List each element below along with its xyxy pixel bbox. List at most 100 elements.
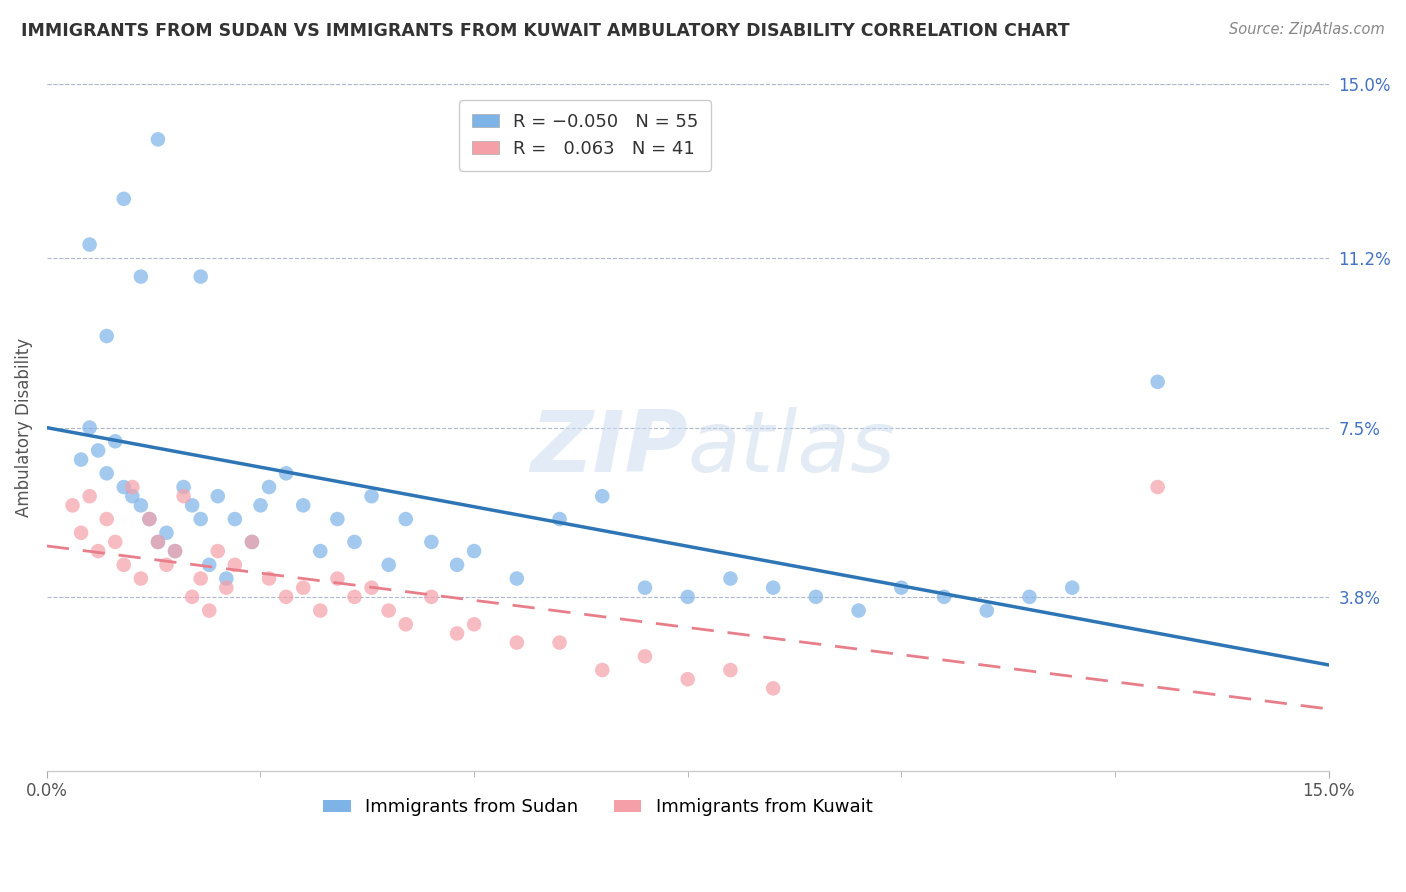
Point xyxy=(420,590,443,604)
Point xyxy=(463,544,485,558)
Point xyxy=(165,54,187,69)
Point xyxy=(181,590,204,604)
Point xyxy=(326,512,349,526)
Point xyxy=(112,558,135,572)
Point xyxy=(343,590,366,604)
Point xyxy=(720,663,742,677)
Point xyxy=(104,434,127,449)
Point xyxy=(215,572,238,586)
Point xyxy=(377,558,399,572)
Point xyxy=(146,132,169,146)
Point xyxy=(129,269,152,284)
Point xyxy=(181,499,204,513)
Point xyxy=(190,269,212,284)
Point xyxy=(548,635,571,649)
Text: IMMIGRANTS FROM SUDAN VS IMMIGRANTS FROM KUWAIT AMBULATORY DISABILITY CORRELATIO: IMMIGRANTS FROM SUDAN VS IMMIGRANTS FROM… xyxy=(21,22,1070,40)
Text: Source: ZipAtlas.com: Source: ZipAtlas.com xyxy=(1229,22,1385,37)
Point xyxy=(377,603,399,617)
Point xyxy=(1018,590,1040,604)
Point xyxy=(676,590,699,604)
Point xyxy=(146,535,169,549)
Point xyxy=(249,499,271,513)
Point xyxy=(96,467,118,481)
Point xyxy=(165,544,187,558)
Point xyxy=(198,558,221,572)
Point xyxy=(309,544,332,558)
Point xyxy=(70,525,93,540)
Point xyxy=(224,558,246,572)
Point xyxy=(360,489,382,503)
Point xyxy=(62,499,84,513)
Point xyxy=(634,649,657,664)
Point xyxy=(420,535,443,549)
Point xyxy=(198,603,221,617)
Point xyxy=(360,581,382,595)
Point xyxy=(762,681,785,696)
Point xyxy=(257,480,280,494)
Point xyxy=(224,512,246,526)
Point xyxy=(343,535,366,549)
Legend: Immigrants from Sudan, Immigrants from Kuwait: Immigrants from Sudan, Immigrants from K… xyxy=(316,791,880,823)
Point xyxy=(292,499,315,513)
Point xyxy=(446,626,468,640)
Point xyxy=(207,489,229,503)
Point xyxy=(932,590,955,604)
Point xyxy=(190,512,212,526)
Point xyxy=(112,480,135,494)
Point xyxy=(548,512,571,526)
Text: ZIP: ZIP xyxy=(530,407,688,490)
Point xyxy=(79,489,101,503)
Point xyxy=(96,329,118,343)
Point xyxy=(121,480,143,494)
Point xyxy=(79,420,101,434)
Point xyxy=(591,489,613,503)
Point xyxy=(762,581,785,595)
Point xyxy=(79,237,101,252)
Point xyxy=(173,489,195,503)
Point xyxy=(240,535,263,549)
Point xyxy=(129,572,152,586)
Point xyxy=(676,672,699,686)
Point xyxy=(70,452,93,467)
Point xyxy=(446,558,468,572)
Point xyxy=(240,535,263,549)
Point xyxy=(146,535,169,549)
Point xyxy=(257,572,280,586)
Point xyxy=(326,572,349,586)
Point xyxy=(634,581,657,595)
Point xyxy=(976,603,998,617)
Point xyxy=(276,590,298,604)
Point xyxy=(506,635,529,649)
Point xyxy=(506,572,529,586)
Point xyxy=(276,467,298,481)
Point xyxy=(129,499,152,513)
Point xyxy=(1062,581,1084,595)
Point xyxy=(890,581,912,595)
Point xyxy=(104,535,127,549)
Point xyxy=(1146,375,1168,389)
Point xyxy=(309,603,332,617)
Point xyxy=(292,581,315,595)
Point xyxy=(112,192,135,206)
Point xyxy=(155,525,177,540)
Point xyxy=(1146,480,1168,494)
Point xyxy=(848,603,870,617)
Point xyxy=(96,512,118,526)
Point xyxy=(804,590,827,604)
Point xyxy=(395,512,418,526)
Point xyxy=(190,572,212,586)
Point xyxy=(207,544,229,558)
Point xyxy=(87,443,110,458)
Point xyxy=(463,617,485,632)
Point xyxy=(138,512,160,526)
Point xyxy=(121,489,143,503)
Point xyxy=(155,558,177,572)
Text: atlas: atlas xyxy=(688,407,896,490)
Point xyxy=(165,544,187,558)
Point xyxy=(395,617,418,632)
Point xyxy=(138,512,160,526)
Y-axis label: Ambulatory Disability: Ambulatory Disability xyxy=(15,338,32,517)
Point xyxy=(591,663,613,677)
Point xyxy=(87,544,110,558)
Point xyxy=(215,581,238,595)
